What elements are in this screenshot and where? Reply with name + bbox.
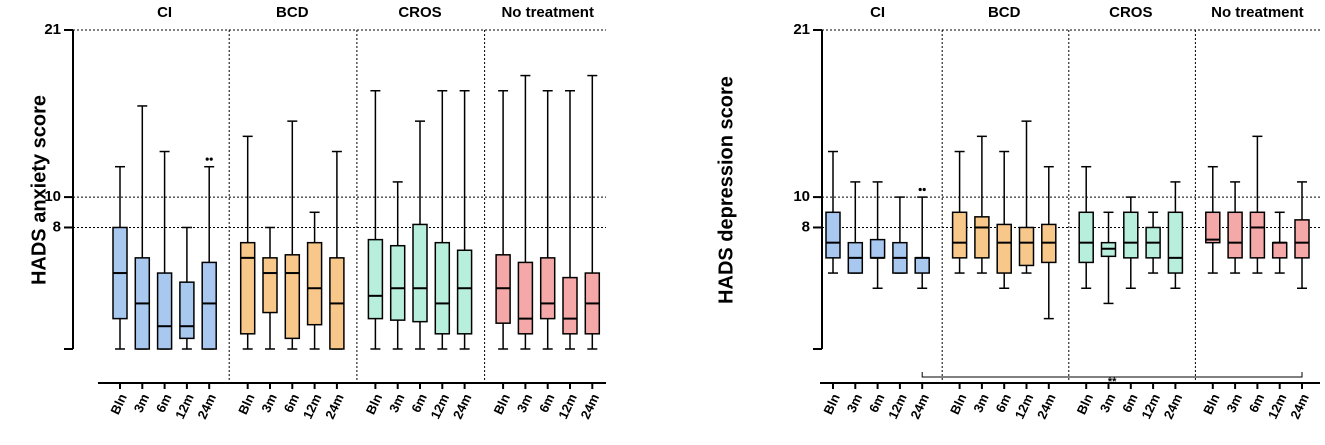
y-tick-label: 10 <box>793 188 810 205</box>
box <box>869 238 886 259</box>
x-tick-label: 24m <box>907 391 932 421</box>
box <box>389 244 406 321</box>
x-tick-label: 12m <box>885 391 910 421</box>
x-tick-label: 6m <box>536 391 558 414</box>
x-tick-label: 24m <box>578 391 603 421</box>
box <box>367 238 384 320</box>
box <box>951 211 968 259</box>
x-tick-label: 3m <box>386 391 408 414</box>
outlier <box>205 157 209 161</box>
box <box>562 276 578 335</box>
outlier <box>922 187 926 192</box>
box <box>1078 211 1094 264</box>
box <box>156 272 173 350</box>
x-tick-label: Bln <box>947 391 969 416</box>
group-title: No treatment <box>501 4 594 21</box>
box <box>974 216 990 259</box>
x-tick-label: 12m <box>1138 391 1163 421</box>
box <box>996 223 1012 274</box>
outlier <box>918 187 922 192</box>
box <box>284 254 301 340</box>
box <box>1167 211 1184 274</box>
box <box>1205 211 1221 244</box>
x-tick-label: 12m <box>300 391 325 421</box>
x-tick-label: 3m <box>970 391 992 414</box>
x-tick-label: Bln <box>107 391 129 416</box>
x-tick-label: 6m <box>1246 391 1268 414</box>
group-title: CROS <box>398 4 441 21</box>
x-tick-label: 24m <box>1161 391 1186 421</box>
outlier <box>209 157 213 161</box>
x-tick-label: 6m <box>408 391 430 414</box>
box <box>1018 226 1035 267</box>
group-title: No treatment <box>1211 4 1304 21</box>
box <box>239 241 256 335</box>
group-title: BCD <box>276 4 309 21</box>
x-tick-label: 24m <box>322 391 347 421</box>
significance-bracket <box>921 372 1303 378</box>
box <box>1271 241 1288 259</box>
y-axis-label: HADS anxiety score <box>28 95 50 285</box>
x-tick-label: 3m <box>514 391 536 414</box>
x-tick-label: 12m <box>555 391 580 421</box>
x-tick-label: 24m <box>194 391 219 421</box>
box <box>1227 211 1243 259</box>
x-tick-label: 24m <box>450 391 475 421</box>
box <box>456 249 473 335</box>
group-title: CROS <box>1109 4 1152 21</box>
x-tick-label: 6m <box>281 391 303 414</box>
x-tick-label: Bln <box>235 391 257 416</box>
y-tick-label: 10 <box>44 188 61 205</box>
x-tick-label: 3m <box>844 391 866 414</box>
box <box>1294 219 1310 259</box>
x-tick-label: Bln <box>820 391 842 416</box>
x-tick-label: 6m <box>992 391 1014 414</box>
x-tick-label: Bln <box>1074 391 1096 416</box>
box <box>262 257 278 314</box>
x-tick-label: Bln <box>1200 391 1222 416</box>
x-tick-label: 3m <box>1097 391 1119 414</box>
y-tick-label: 8 <box>802 218 810 235</box>
group-title: BCD <box>988 4 1021 21</box>
box <box>914 257 930 274</box>
x-tick-label: 6m <box>866 391 888 414</box>
y-tick-label: 21 <box>44 21 61 38</box>
box <box>201 261 217 350</box>
x-tick-label: Bln <box>490 391 512 416</box>
x-tick-label: 12m <box>172 391 197 421</box>
x-tick-label: 6m <box>153 391 175 414</box>
x-tick-label: 6m <box>1119 391 1141 414</box>
group-title: CI <box>870 4 885 21</box>
x-tick-label: 3m <box>258 391 280 414</box>
box <box>517 261 534 335</box>
x-tick-label: 3m <box>1223 391 1245 414</box>
box <box>1249 211 1266 259</box>
box <box>434 241 451 335</box>
x-tick-label: 24m <box>1034 391 1059 421</box>
y-axis-label: HADS depression score <box>715 76 737 304</box>
x-tick-label: 12m <box>428 391 453 421</box>
box <box>825 211 841 259</box>
box <box>306 241 323 326</box>
group-title: CI <box>157 4 172 21</box>
significance-label: ** <box>1108 376 1117 388</box>
x-tick-label: 24m <box>1287 391 1312 421</box>
y-tick-label: 21 <box>793 21 810 38</box>
x-tick-label: 12m <box>1265 391 1290 421</box>
box <box>412 223 428 323</box>
box <box>539 257 556 320</box>
x-tick-label: 12m <box>1012 391 1037 421</box>
y-tick-label: 8 <box>53 218 61 235</box>
box <box>179 281 195 340</box>
box <box>1123 211 1139 259</box>
x-tick-label: Bln <box>363 391 385 416</box>
x-tick-label: 3m <box>131 391 153 414</box>
